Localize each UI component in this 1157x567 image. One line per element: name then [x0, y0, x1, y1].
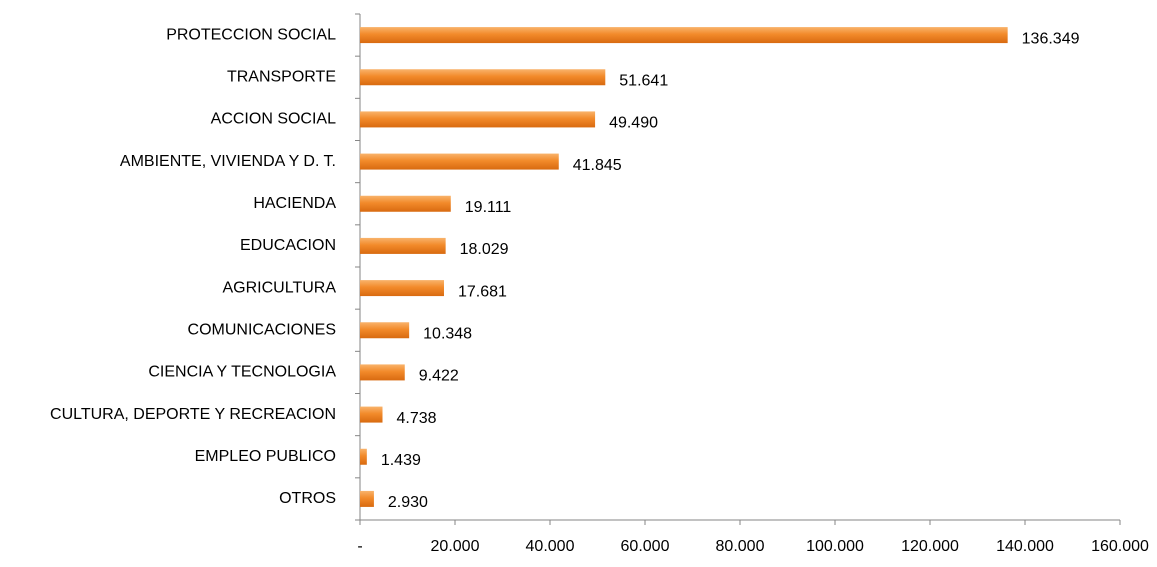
bar	[360, 111, 596, 128]
y-tick-label: AGRICULTURA	[223, 279, 337, 296]
x-tick-label: 60.000	[621, 538, 670, 555]
x-tick-label: -	[357, 538, 362, 555]
value-label: 41.845	[573, 157, 622, 174]
value-label: 136.349	[1022, 30, 1080, 47]
x-tick-label: 20.000	[431, 538, 480, 555]
x-tick-label: 140.000	[996, 538, 1054, 555]
value-label: 17.681	[458, 283, 507, 300]
value-label: 51.641	[619, 72, 668, 89]
bar	[360, 69, 606, 86]
y-tick-label: CULTURA, DEPORTE Y RECREACION	[50, 406, 336, 423]
bar	[360, 448, 367, 465]
bar	[360, 195, 451, 212]
y-tick-label: EDUCACION	[240, 237, 336, 254]
value-label: 18.029	[460, 241, 509, 258]
value-label: 49.490	[609, 115, 658, 132]
x-tick-label: 40.000	[526, 538, 575, 555]
y-tick-label: HACIENDA	[253, 195, 336, 212]
y-tick-label: AMBIENTE, VIVIENDA Y D. T.	[120, 153, 336, 170]
y-tick-label: ACCION SOCIAL	[211, 111, 336, 128]
x-tick-label: 160.000	[1091, 538, 1149, 555]
bar	[360, 490, 374, 507]
y-tick-label: COMUNICACIONES	[188, 321, 336, 338]
y-tick-label: PROTECCION SOCIAL	[166, 26, 336, 43]
value-label: 9.422	[419, 368, 459, 385]
bar	[360, 27, 1008, 44]
bar	[360, 322, 410, 339]
bar	[360, 153, 559, 170]
value-label: 19.111	[465, 199, 512, 216]
bar	[360, 280, 444, 297]
y-tick-label: EMPLEO PUBLICO	[195, 448, 336, 465]
value-label: 1.439	[381, 452, 421, 469]
bar	[360, 406, 383, 423]
bar	[360, 237, 446, 254]
bar	[360, 364, 405, 381]
value-label: 10.348	[423, 325, 472, 342]
x-tick-label: 100.000	[806, 538, 864, 555]
value-label: 4.738	[397, 410, 437, 427]
value-label: 2.930	[388, 494, 428, 511]
x-tick-label: 120.000	[901, 538, 959, 555]
y-tick-label: CIENCIA Y TECNOLOGIA	[148, 364, 336, 381]
y-tick-label: OTROS	[279, 490, 336, 507]
y-tick-label: TRANSPORTE	[227, 68, 336, 85]
x-tick-label: 80.000	[716, 538, 765, 555]
